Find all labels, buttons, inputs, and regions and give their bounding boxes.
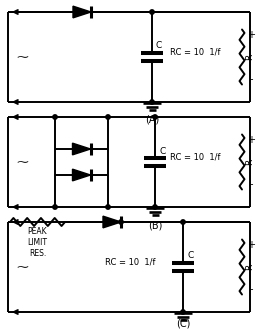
Text: R: R — [246, 159, 254, 165]
Circle shape — [106, 205, 110, 209]
Circle shape — [119, 220, 123, 224]
Text: -: - — [249, 284, 253, 294]
Text: +: + — [247, 135, 255, 145]
Circle shape — [150, 10, 154, 14]
Circle shape — [181, 310, 185, 314]
Text: -: - — [249, 179, 253, 189]
Text: ~: ~ — [15, 258, 29, 276]
Polygon shape — [73, 169, 91, 181]
Text: +: + — [247, 30, 255, 40]
Circle shape — [150, 100, 154, 104]
Text: PEAK
LIMIT
RES.: PEAK LIMIT RES. — [27, 227, 48, 258]
Text: C: C — [187, 251, 193, 260]
Circle shape — [153, 205, 157, 209]
Polygon shape — [73, 6, 91, 18]
Text: ~: ~ — [15, 49, 29, 65]
Polygon shape — [103, 216, 121, 228]
Text: ~: ~ — [15, 153, 29, 171]
Text: R: R — [246, 54, 254, 60]
Text: (A): (A) — [145, 115, 159, 125]
Polygon shape — [73, 143, 91, 155]
Circle shape — [53, 115, 57, 119]
Text: RC = 10  1/f: RC = 10 1/f — [170, 152, 220, 161]
Text: RC = 10  1/f: RC = 10 1/f — [170, 48, 220, 56]
Text: R: R — [246, 264, 254, 270]
Text: C: C — [159, 147, 165, 155]
Circle shape — [181, 220, 185, 224]
Text: +: + — [247, 240, 255, 250]
Text: (B): (B) — [148, 220, 162, 230]
Text: RC = 10  1/f: RC = 10 1/f — [105, 257, 155, 267]
Text: (C): (C) — [176, 318, 190, 328]
Circle shape — [106, 115, 110, 119]
Text: -: - — [249, 74, 253, 84]
Text: C: C — [156, 42, 162, 50]
Circle shape — [153, 115, 157, 119]
Circle shape — [53, 205, 57, 209]
